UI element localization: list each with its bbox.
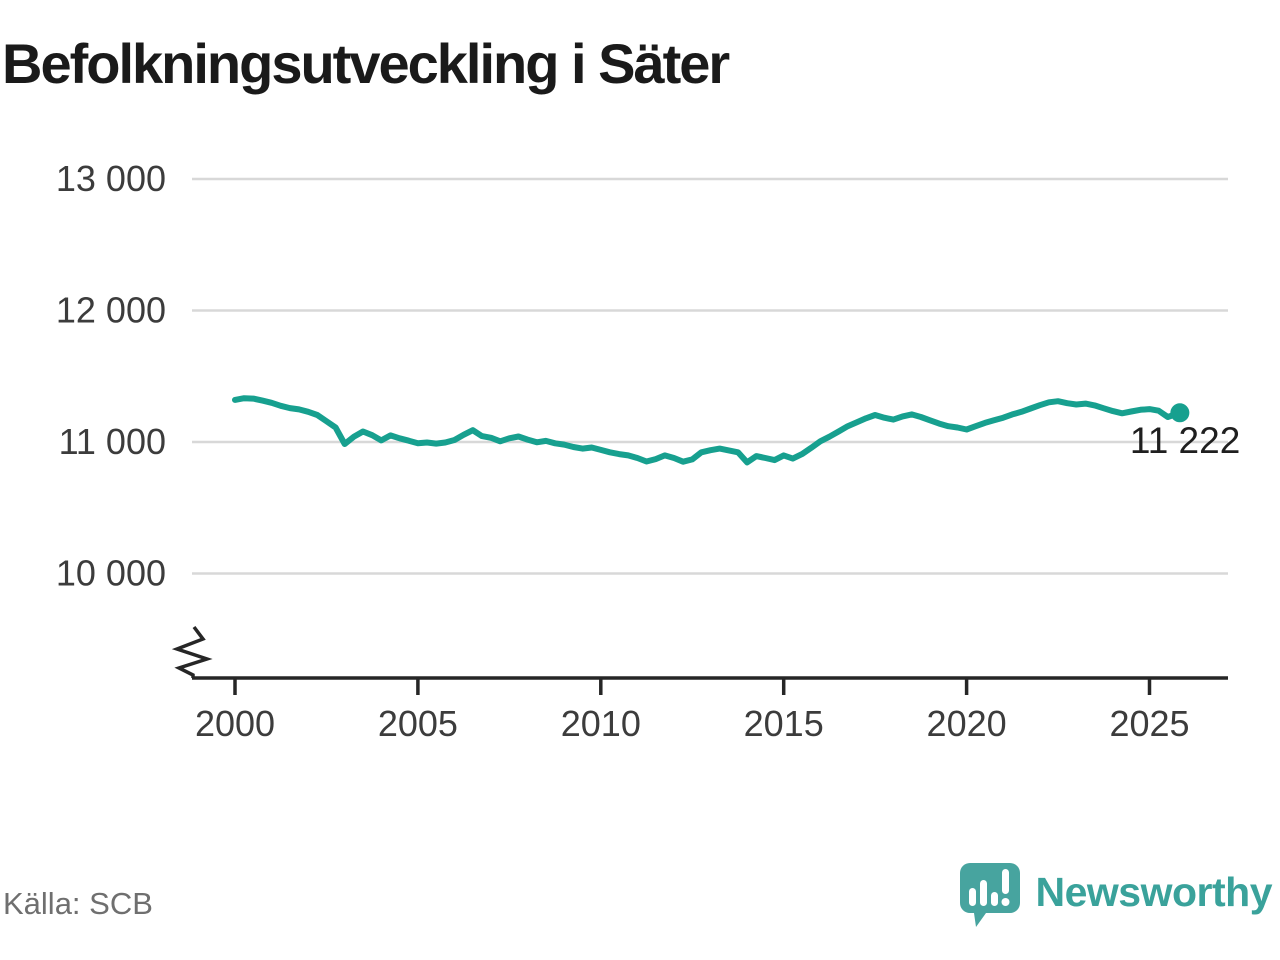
bar-2 xyxy=(979,880,987,906)
x-tick-label: 2000 xyxy=(195,703,275,744)
bar-3 xyxy=(990,892,998,906)
newsworthy-logo[interactable]: Newsworthy xyxy=(958,860,1273,932)
axis-break-icon xyxy=(171,625,213,678)
exclamation-bar xyxy=(1001,869,1009,894)
x-tick-label: 2010 xyxy=(561,703,641,744)
y-tick-label: 11 000 xyxy=(59,421,166,462)
brand-name: Newsworthy xyxy=(1035,868,1273,915)
y-tick-label: 10 000 xyxy=(56,553,166,594)
chart-title: Befolkningsutveckling i Säter xyxy=(2,32,730,95)
x-tick-label: 2005 xyxy=(378,703,458,744)
x-tick-label: 2015 xyxy=(744,703,824,744)
exclamation-dot xyxy=(1001,898,1009,906)
y-tick-label: 12 000 xyxy=(56,290,166,331)
y-tick-label: 13 000 xyxy=(56,158,166,199)
newsworthy-speech-bubble-bar-chart-icon xyxy=(959,863,1020,927)
x-tick-label: 2020 xyxy=(927,703,1007,744)
population-line xyxy=(232,395,1183,466)
bar-1 xyxy=(968,888,976,906)
end-point-dot xyxy=(1170,403,1190,423)
source-label: Källa: SCB xyxy=(3,886,153,921)
end-value-label: 11 222 xyxy=(1130,420,1240,461)
x-tick-label: 2025 xyxy=(1109,703,1189,744)
chart-svg: 13 000 12 000 11 000 10 000 2000 2005 2010 2015… xyxy=(56,158,1240,744)
